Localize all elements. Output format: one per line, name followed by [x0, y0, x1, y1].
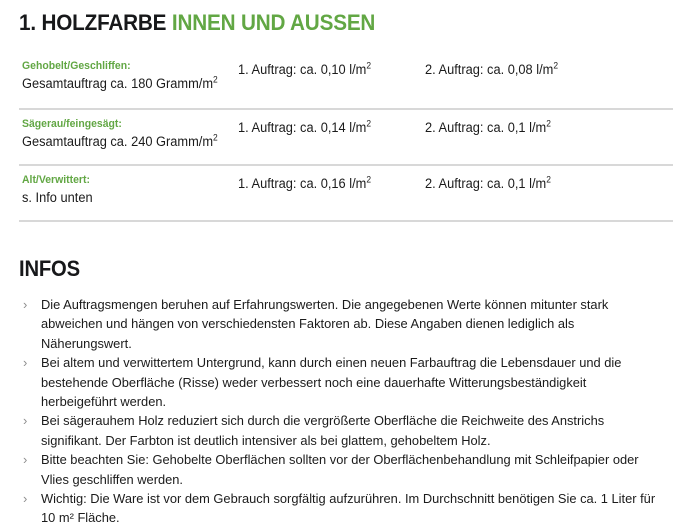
list-item: › Bei sägerauhem Holz reduziert sich dur…: [19, 411, 681, 450]
consumption-table: Gehobelt/Geschliffen: Gesamtauftrag ca. …: [19, 52, 673, 222]
second-coat-value: 2. Auftrag: ca. 0,1 l/m2: [425, 174, 551, 191]
first-coat-value: 1. Auftrag: ca. 0,16 l/m2: [238, 174, 372, 191]
chevron-right-icon: ›: [23, 452, 28, 468]
surface-category-label: Sägerau/feingesägt:: [22, 118, 122, 130]
list-item: › Die Auftragsmengen beruhen auf Erfahru…: [19, 295, 681, 353]
infos-heading: INFOS: [19, 256, 80, 281]
chevron-right-icon: ›: [23, 491, 28, 507]
table-row: Sägerau/feingesägt: Gesamtauftrag ca. 24…: [19, 108, 673, 164]
row-label: Gehobelt/Geschliffen: Gesamtauftrag ca. …: [22, 59, 237, 93]
table-row: Alt/Verwittert: s. Info unten 1. Auftrag…: [19, 164, 673, 220]
row-label: Alt/Verwittert: s. Info unten: [22, 173, 237, 207]
list-item-text: Die Auftragsmengen beruhen auf Erfahrung…: [41, 297, 609, 351]
first-coat-value: 1. Auftrag: ca. 0,14 l/m2: [238, 118, 372, 135]
first-coat-value: 1. Auftrag: ca. 0,10 l/m2: [238, 60, 372, 77]
row-label: Sägerau/feingesägt: Gesamtauftrag ca. 24…: [22, 117, 237, 151]
square-meter-superscript: 2: [366, 60, 372, 71]
total-consumption-value: Gesamtauftrag ca. 240 Gramm/m2: [22, 132, 218, 149]
page-title: 1. HOLZFARBE INNEN UND AUSSEN: [19, 10, 376, 35]
square-meter-superscript: 2: [553, 60, 559, 71]
second-coat-value: 2. Auftrag: ca. 0,1 l/m2: [425, 118, 551, 135]
list-item-text: Bei sägerauhem Holz reduziert sich durch…: [41, 413, 605, 448]
list-item-text: Bitte beachten Sie: Gehobelte Oberfläche…: [41, 452, 639, 487]
total-consumption-value: s. Info unten: [22, 190, 93, 205]
list-item-text: Bei altem und verwittertem Untergrund, k…: [41, 355, 622, 410]
list-item-text: Wichtig: Die Ware ist vor dem Gebrauch s…: [41, 491, 656, 526]
square-meter-superscript: 2: [213, 74, 218, 85]
list-item: › Wichtig: Die Ware ist vor dem Gebrauch…: [19, 489, 681, 528]
infos-list: › Die Auftragsmengen beruhen auf Erfahru…: [19, 295, 681, 528]
second-coat-value: 2. Auftrag: ca. 0,08 l/m2: [425, 60, 559, 77]
total-consumption-value: Gesamtauftrag ca. 180 Gramm/m2: [22, 74, 218, 91]
surface-category-label: Gehobelt/Geschliffen:: [22, 60, 131, 72]
page-title-main: 1. HOLZFARBE: [19, 10, 167, 35]
table-row: Gehobelt/Geschliffen: Gesamtauftrag ca. …: [19, 52, 673, 108]
list-item: › Bei altem und verwittertem Untergrund,…: [19, 353, 681, 411]
chevron-right-icon: ›: [23, 413, 28, 429]
surface-category-label: Alt/Verwittert:: [22, 174, 90, 186]
square-meter-superscript: 2: [546, 174, 551, 185]
chevron-right-icon: ›: [23, 297, 28, 312]
list-item: › Bitte beachten Sie: Gehobelte Oberfläc…: [19, 450, 681, 489]
square-meter-superscript: 2: [546, 118, 551, 129]
page-title-qualifier: INNEN UND AUSSEN: [171, 10, 376, 35]
square-meter-superscript: 2: [366, 118, 372, 129]
chevron-right-icon: ›: [23, 355, 28, 371]
square-meter-superscript: 2: [213, 132, 218, 143]
square-meter-superscript: 2: [366, 174, 372, 185]
